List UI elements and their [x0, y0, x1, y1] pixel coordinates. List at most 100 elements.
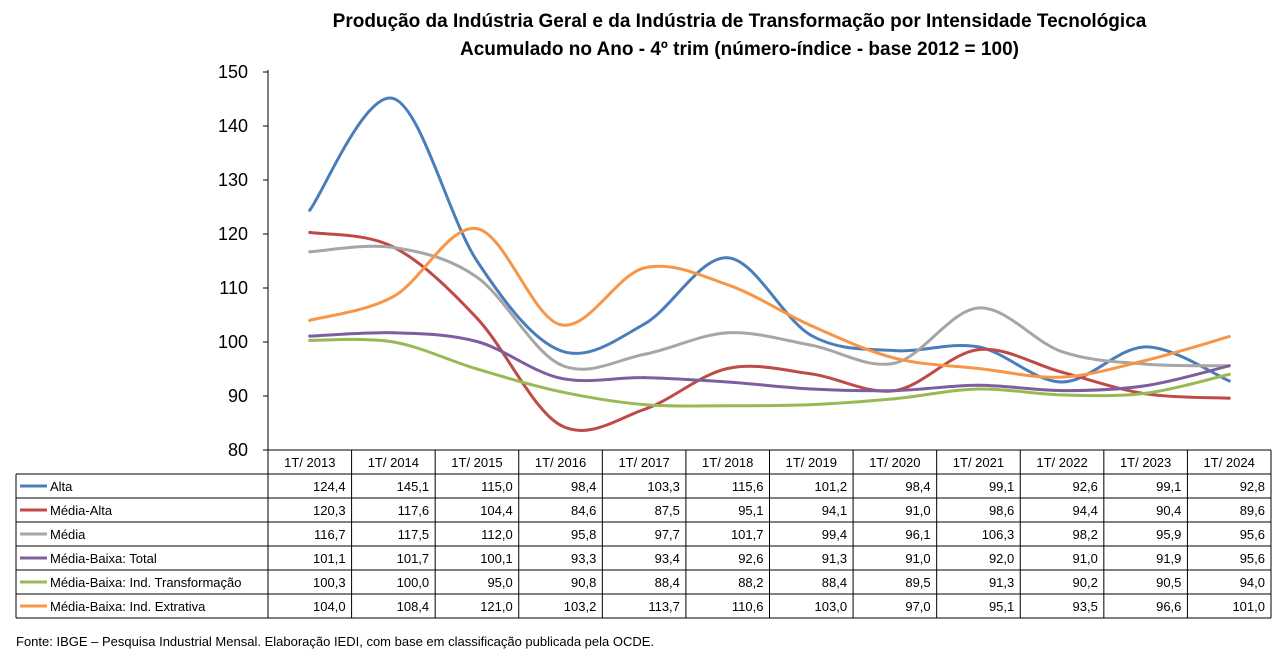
table-cell-value: 98,6	[989, 503, 1014, 518]
y-tick-label: 140	[218, 116, 248, 136]
x-category-label: 1T/ 2021	[953, 455, 1004, 470]
data-point	[726, 366, 730, 370]
table-cell-value: 95,0	[487, 575, 512, 590]
table-cell-value: 92,8	[1240, 479, 1265, 494]
data-point	[976, 366, 980, 370]
chart-title: Produção da Indústria Geral e da Indústr…	[332, 11, 1147, 32]
data-point	[559, 349, 563, 353]
x-category-label: 1T/ 2022	[1036, 455, 1087, 470]
data-point	[1227, 372, 1231, 376]
table-cell-value: 90,2	[1073, 575, 1098, 590]
x-category-label: 1T/ 2016	[535, 455, 586, 470]
data-point	[391, 96, 395, 100]
data-point	[809, 403, 813, 407]
series-line-3	[308, 331, 1231, 393]
legend-label: Média-Baixa: Ind. Transformação	[50, 575, 241, 590]
x-category-label: 1T/ 2014	[368, 455, 419, 470]
table-cell-value: 96,1	[905, 527, 930, 542]
legend-label: Média-Baixa: Ind. Extrativa	[50, 599, 206, 614]
data-point	[559, 423, 563, 427]
x-category-label: 1T/ 2017	[618, 455, 669, 470]
table-cell-value: 108,4	[397, 599, 430, 614]
table-cell-value: 97,0	[905, 599, 930, 614]
table-cell-value: 98,4	[571, 479, 596, 494]
data-point	[976, 387, 980, 391]
x-category-label: 1T/ 2024	[1204, 455, 1255, 470]
table-cell-value: 99,4	[822, 527, 847, 542]
table-cell-value: 91,0	[1073, 551, 1098, 566]
data-point	[809, 387, 813, 391]
data-point	[642, 322, 646, 326]
data-point	[1227, 364, 1231, 368]
table-cell-value: 101,1	[313, 551, 346, 566]
table-cell-value: 112,0	[481, 527, 513, 542]
data-point	[559, 376, 563, 380]
table-cell-value: 95,6	[1240, 551, 1265, 566]
table-cell-value: 117,5	[398, 527, 430, 542]
data-point	[1060, 350, 1064, 354]
data-point	[475, 259, 479, 263]
table-cell-value: 98,2	[1073, 527, 1098, 542]
table-cell-value: 103,2	[564, 599, 597, 614]
table-cell-value: 93,3	[571, 551, 596, 566]
data-point	[391, 331, 395, 335]
table-cell-value: 95,1	[989, 599, 1014, 614]
data-point	[893, 349, 897, 353]
data-point	[1060, 380, 1064, 384]
y-tick-label: 150	[218, 62, 248, 82]
data-point	[809, 334, 813, 338]
series-line-0	[308, 96, 1231, 384]
data-point	[642, 266, 646, 270]
data-point	[475, 367, 479, 371]
table-cell-value: 116,7	[314, 527, 346, 542]
table-cell-value: 103,0	[815, 599, 848, 614]
x-category-label: 1T/ 2018	[702, 455, 753, 470]
x-category-label: 1T/ 2015	[451, 455, 502, 470]
table-cell-value: 100,1	[480, 551, 513, 566]
data-point	[559, 363, 563, 367]
table-cell-value: 95,9	[1156, 527, 1181, 542]
data-point	[475, 275, 479, 279]
table-cell-value: 92,0	[989, 551, 1014, 566]
legend-label: Alta	[50, 479, 73, 494]
legend-label: Média	[50, 527, 86, 542]
y-tick-label: 100	[218, 332, 248, 352]
series-line-5	[308, 227, 1231, 379]
table-cell-value: 92,6	[1073, 479, 1098, 494]
data-point	[1060, 375, 1064, 379]
table-cell-value: 91,0	[905, 503, 930, 518]
table-cell-value: 97,7	[655, 527, 680, 542]
table-cell-value: 104,0	[313, 599, 346, 614]
table-cell-value: 94,1	[822, 503, 847, 518]
table-cell-value: 100,3	[313, 575, 346, 590]
table-cell-value: 90,5	[1156, 575, 1181, 590]
data-point	[1144, 384, 1148, 388]
data-point	[1144, 345, 1148, 349]
table-cell-value: 103,3	[647, 479, 680, 494]
data-point	[893, 356, 897, 360]
table-cell-value: 91,3	[989, 575, 1014, 590]
data-point	[308, 338, 312, 342]
data-point	[1060, 389, 1064, 393]
y-tick-label: 90	[228, 386, 248, 406]
data-point	[726, 256, 730, 260]
data-point	[976, 345, 980, 349]
table-cell-value: 88,2	[738, 575, 763, 590]
table-cell-value: 84,6	[571, 503, 596, 518]
table-cell-value: 101,7	[397, 551, 430, 566]
table-cell-value: 113,7	[648, 599, 680, 614]
y-tick-label: 120	[218, 224, 248, 244]
table-cell-value: 91,3	[822, 551, 847, 566]
data-point	[391, 340, 395, 344]
data-point	[726, 380, 730, 384]
table-cell-value: 93,4	[655, 551, 680, 566]
data-point	[893, 361, 897, 365]
data-point	[976, 383, 980, 387]
data-point	[559, 323, 563, 327]
table-cell-value: 99,1	[1156, 479, 1181, 494]
chart-subtitle: Acumulado no Ano - 4º trim (número-índic…	[460, 39, 1019, 60]
data-point	[475, 316, 479, 320]
table-cell-value: 101,7	[731, 527, 764, 542]
table-cell-value: 124,4	[313, 479, 346, 494]
table-cell-value: 106,3	[982, 527, 1015, 542]
